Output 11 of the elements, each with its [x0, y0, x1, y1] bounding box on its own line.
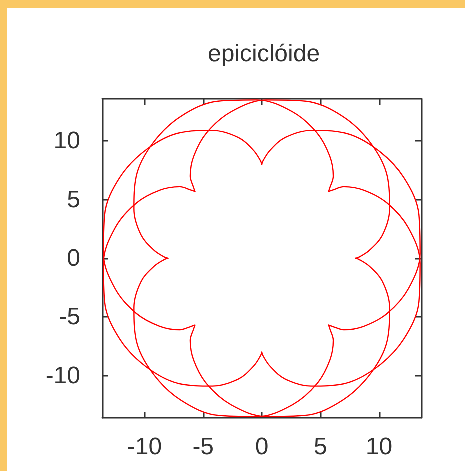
y-tick-label: -10 — [46, 362, 80, 390]
y-tick-label: 0 — [67, 245, 80, 272]
x-tick-label: -10 — [127, 434, 162, 460]
x-tick-label: 0 — [255, 434, 269, 460]
y-tick-label: -5 — [59, 304, 80, 331]
x-tick-label: 10 — [366, 434, 393, 460]
x-tick-label: -5 — [192, 434, 214, 460]
y-tick-label: 5 — [67, 186, 80, 214]
x-tick-label: 5 — [314, 434, 328, 460]
y-tick-label: 10 — [54, 128, 80, 155]
chart-title: epiciclóide — [208, 40, 320, 68]
